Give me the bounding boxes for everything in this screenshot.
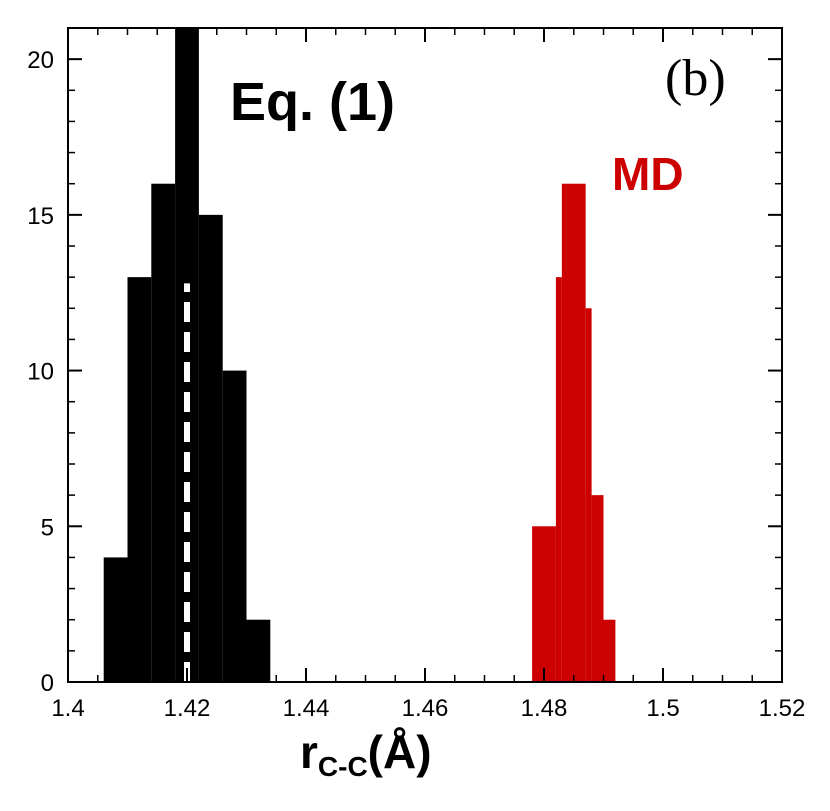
x-axis-label-unit: (Å) [368, 726, 432, 778]
x-tick-label: 1.5 [646, 695, 679, 722]
x-axis-label-subscript: C-C [318, 751, 368, 782]
y-tick-label: 10 [27, 359, 54, 386]
x-tick-label: 1.4 [51, 695, 84, 722]
bar-md-6 [603, 619, 616, 682]
x-tick-label: 1.42 [164, 695, 211, 722]
bar-eq1-2 [127, 277, 152, 682]
y-axis-ticks: 0 5 10 15 20 [27, 27, 782, 697]
y-tick-label: 20 [27, 47, 54, 74]
x-axis-ticks: 1.4 1.42 1.44 1.46 1.48 1.5 1.52 [51, 28, 805, 722]
bar-eq1-7 [246, 619, 271, 682]
bar-eq1-3 [151, 183, 176, 682]
annotation-md: MD [612, 148, 684, 200]
series-md-bars [532, 183, 616, 682]
panel-label: (b) [665, 50, 726, 107]
bar-md-3 [561, 183, 586, 682]
y-tick-label: 0 [41, 670, 54, 697]
y-tick-label: 5 [41, 514, 54, 541]
series-eq1-bars [103, 28, 271, 682]
y-tick-label: 15 [27, 203, 54, 230]
x-tick-label: 1.46 [402, 695, 449, 722]
bar-md-2 [555, 277, 562, 682]
bar-md-4 [585, 308, 592, 682]
x-tick-label: 1.44 [283, 695, 330, 722]
bar-eq1-1 [103, 557, 128, 682]
x-axis-label-main: r [300, 726, 318, 778]
bar-md-1 [532, 526, 556, 682]
x-tick-label: 1.52 [759, 695, 806, 722]
bar-eq1-6 [222, 370, 247, 682]
annotation-eq1: Eq. (1) [230, 72, 395, 132]
bar-eq1-5 [198, 214, 223, 682]
x-tick-label: 1.48 [521, 695, 568, 722]
bar-eq1-4 [175, 28, 199, 682]
bar-md-5 [591, 495, 604, 682]
x-axis-label: rC-C(Å) [300, 726, 432, 782]
